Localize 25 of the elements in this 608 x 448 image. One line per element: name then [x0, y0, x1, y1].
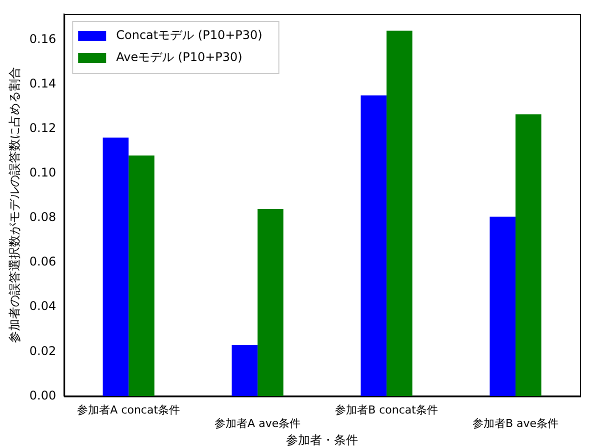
y-tick-label: 0.12 — [29, 120, 56, 135]
x-axis-title: 参加者・条件 — [286, 432, 358, 447]
bar — [102, 138, 129, 396]
bar — [128, 156, 154, 396]
x-tick-label: 参加者A concat条件 — [77, 404, 180, 417]
y-tick-label: 0.10 — [29, 165, 56, 180]
bar — [258, 209, 284, 396]
y-tick-label: 0.02 — [29, 344, 56, 358]
bar — [386, 30, 412, 396]
y-axis-title: 参加者の誤答選択数がモデルの誤答数に占める割合 — [7, 67, 22, 344]
bar — [516, 114, 542, 396]
x-tick-label: 参加者A ave条件 — [214, 416, 301, 430]
y-tick-label: 0.08 — [29, 210, 56, 224]
x-tick-label: 参加者B ave条件 — [472, 416, 559, 430]
legend-label: Concatモデル (P10+P30) — [116, 28, 262, 42]
y-tick-label: 0.00 — [29, 388, 56, 402]
y-tick-label: 0.06 — [29, 254, 56, 269]
x-tick-label: 参加者B concat条件 — [335, 404, 438, 417]
bar — [232, 344, 258, 396]
bar — [360, 95, 387, 396]
y-tick-label: 0.16 — [29, 32, 56, 46]
legend-label: Aveモデル (P10+P30) — [116, 50, 242, 64]
bar — [490, 216, 516, 396]
y-tick-label: 0.14 — [29, 76, 56, 90]
y-tick-label: 0.04 — [29, 299, 56, 314]
